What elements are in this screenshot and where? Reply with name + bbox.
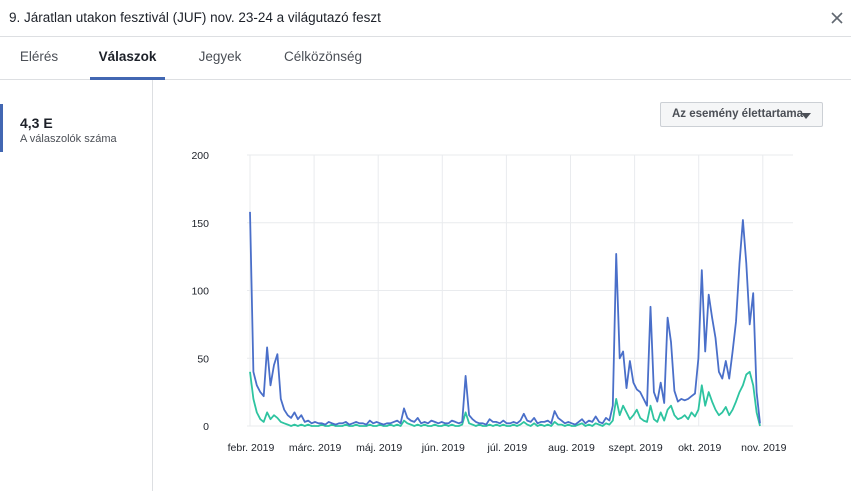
metric-label: A válaszolók száma [20,133,117,145]
y-tick-label: 150 [191,218,209,230]
tab-label: Célközönség [283,49,363,64]
caret-down-icon [801,113,811,119]
tab-label: Válaszok [98,49,157,64]
series-line-green [249,370,761,427]
metric-responders[interactable]: 4,3 E A válaszolók száma [0,104,152,152]
y-tick-label: 0 [203,421,209,433]
x-tick-label: júl. 2019 [487,442,528,454]
x-tick-label: jún. 2019 [421,442,465,454]
dialog-title: 9. Járatlan utakon fesztivál (JUF) nov. … [9,10,381,25]
y-tick-label: 100 [191,286,209,298]
tab-audience[interactable]: Célközönség [279,37,367,79]
metric-value: 4,3 E [20,115,53,131]
dialog-header: 9. Járatlan utakon fesztivál (JUF) nov. … [0,0,851,37]
tab-label: Elérés [19,49,59,64]
y-tick-label: 50 [197,353,209,365]
x-tick-label: nov. 2019 [741,442,787,454]
lifetime-dropdown[interactable]: Az esemény élettartama [660,102,823,127]
active-tab-indicator [90,77,165,80]
x-tick-label: febr. 2019 [228,442,275,454]
y-tick-label: 200 [191,150,209,162]
x-tick-label: márc. 2019 [289,442,342,454]
metric-selected-indicator [0,104,3,152]
responses-chart: 200 150 100 50 0 febr. 2019 márc. 2019 máj. 201… [191,150,793,454]
sidebar: 4,3 E A válaszolók száma [0,80,153,491]
tab-responses[interactable]: Válaszok [90,37,165,80]
x-tick-label: aug. 2019 [548,442,595,454]
series-line-blue [249,211,761,426]
x-tick-label: szept. 2019 [608,442,662,454]
tab-reach[interactable]: Elérés [12,37,66,79]
dropdown-label: Az esemény élettartama [672,108,804,120]
tab-bar: Elérés Válaszok Jegyek Célközönség [0,37,851,80]
close-icon[interactable] [828,9,846,27]
x-tick-label: máj. 2019 [356,442,402,454]
tab-tickets[interactable]: Jegyek [192,37,248,79]
x-tick-label: okt. 2019 [678,442,721,454]
tab-label: Jegyek [198,49,242,64]
